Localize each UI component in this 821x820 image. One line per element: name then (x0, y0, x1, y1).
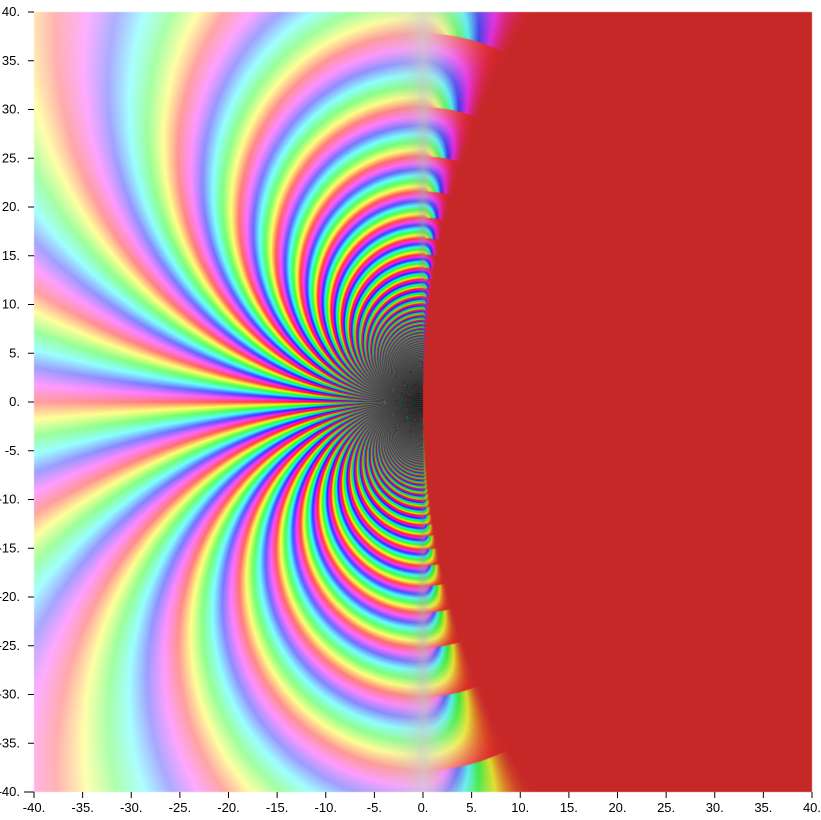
svg-text:-40.: -40. (0, 784, 20, 799)
svg-text:40.: 40. (2, 4, 20, 19)
svg-text:20.: 20. (2, 199, 20, 214)
svg-text:-35.: -35. (0, 735, 20, 750)
svg-text:5.: 5. (9, 345, 20, 360)
svg-text:15.: 15. (2, 248, 20, 263)
svg-text:-30.: -30. (0, 687, 20, 702)
svg-text:20.: 20. (608, 800, 626, 815)
svg-text:0.: 0. (418, 800, 429, 815)
svg-text:25.: 25. (657, 800, 675, 815)
svg-text:40.: 40. (803, 800, 821, 815)
svg-text:-15.: -15. (0, 540, 20, 555)
svg-text:35.: 35. (754, 800, 772, 815)
svg-text:0.: 0. (9, 394, 20, 409)
svg-text:30.: 30. (706, 800, 724, 815)
svg-text:-5.: -5. (367, 800, 382, 815)
svg-text:-20.: -20. (217, 800, 239, 815)
svg-text:5.: 5. (466, 800, 477, 815)
svg-text:-10.: -10. (0, 492, 20, 507)
svg-text:15.: 15. (560, 800, 578, 815)
svg-text:-5.: -5. (5, 443, 20, 458)
svg-text:-15.: -15. (266, 800, 288, 815)
svg-text:35.: 35. (2, 53, 20, 68)
svg-text:-25.: -25. (0, 638, 20, 653)
svg-text:-40.: -40. (23, 800, 45, 815)
svg-text:-25.: -25. (169, 800, 191, 815)
svg-text:-35.: -35. (71, 800, 93, 815)
svg-text:-30.: -30. (120, 800, 142, 815)
svg-text:25.: 25. (2, 150, 20, 165)
svg-text:-20.: -20. (0, 589, 20, 604)
svg-text:30.: 30. (2, 102, 20, 117)
svg-text:10.: 10. (511, 800, 529, 815)
svg-text:10.: 10. (2, 297, 20, 312)
svg-text:-10.: -10. (315, 800, 337, 815)
